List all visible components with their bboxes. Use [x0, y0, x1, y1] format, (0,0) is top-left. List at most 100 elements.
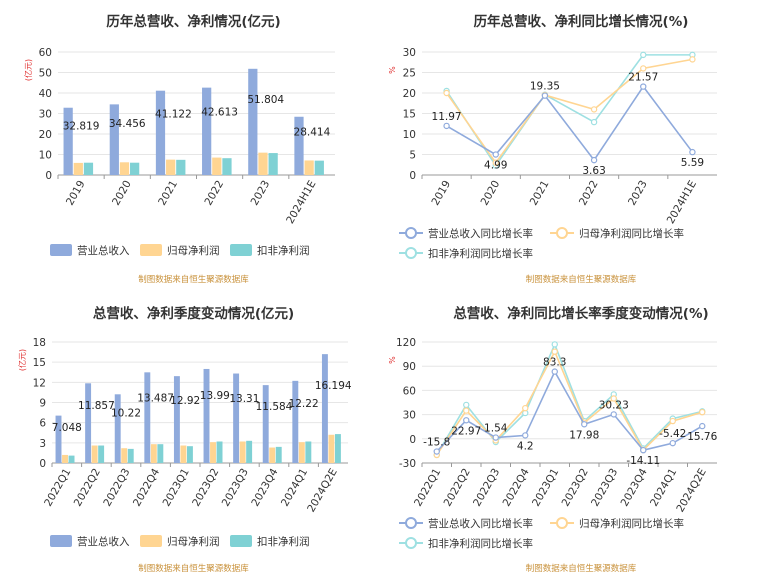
- x-tick-label: 2019: [64, 179, 88, 208]
- x-tick-label: 2024Q1: [279, 467, 310, 509]
- x-tick-label: 2019: [429, 179, 453, 208]
- bar: [298, 442, 305, 463]
- line-data-label: 30.23: [599, 399, 629, 411]
- line-data-label: 11.97: [432, 111, 462, 123]
- data-point: [492, 434, 499, 441]
- data-point: [443, 122, 450, 130]
- x-tick-label: 2022Q1: [412, 467, 443, 509]
- legend-label: 扣非净利润: [257, 536, 310, 548]
- legend-label: 营业总收入同比增长率: [428, 518, 533, 530]
- x-tick-label: 2022: [577, 179, 601, 208]
- data-point: [581, 421, 588, 428]
- legend-item-net-profit[interactable]: 归母净利润: [140, 534, 220, 549]
- y-tick-label: 20: [39, 129, 52, 141]
- legend-swatch-deducted-profit: [230, 535, 252, 547]
- data-point: [463, 417, 470, 424]
- data-point: [689, 148, 696, 156]
- bar: [157, 444, 164, 463]
- line-data-label: 4.99: [484, 160, 507, 172]
- y-unit-label: %: [388, 356, 397, 364]
- data-point: [669, 417, 676, 425]
- legend-item-deducted-profit[interactable]: 扣非净利润: [230, 534, 310, 549]
- bar-data-label: 12.22: [289, 398, 319, 410]
- source-note: 制图数据来自恒生聚源数据库: [138, 564, 249, 574]
- legend-item-revenue-growth[interactable]: 营业总收入同比增长率: [399, 516, 533, 531]
- bar: [294, 116, 304, 175]
- y-tick-label: 60: [39, 47, 52, 59]
- line-data-label: 83.3: [543, 357, 566, 369]
- bar: [268, 153, 278, 175]
- bar: [63, 107, 73, 175]
- data-point: [551, 341, 558, 348]
- bar: [239, 441, 246, 463]
- legend-item-net-profit-growth[interactable]: 归母净利润同比增长率: [550, 226, 684, 241]
- y-tick-label: 18: [33, 337, 46, 349]
- bar-data-label: 41.122: [155, 109, 192, 121]
- quarterly-growth-line-chart: %-3003060901202022Q12022Q22022Q32022Q420…: [388, 337, 718, 514]
- source-note: 制图数据来自恒生聚源数据库: [138, 275, 249, 285]
- bar: [180, 445, 187, 463]
- legend-label: 营业总收入: [77, 245, 130, 257]
- data-point: [551, 348, 558, 355]
- legend-swatch-net-profit: [140, 535, 162, 547]
- data-point: [699, 408, 706, 416]
- x-tick-label: 2022: [202, 179, 226, 208]
- legend-label: 营业总收入: [77, 536, 130, 548]
- line-data-label: 15.76: [687, 431, 717, 443]
- legend-label: 归母净利润: [167, 245, 220, 257]
- bar: [121, 448, 128, 463]
- x-tick-label: 2023Q1: [530, 467, 561, 509]
- series-line: [445, 54, 693, 167]
- bar: [305, 441, 312, 463]
- bar-data-label: 28.414: [294, 126, 331, 138]
- bar: [248, 68, 258, 175]
- line-data-label: 1.54: [484, 423, 508, 435]
- y-tick-label: 0: [409, 434, 416, 446]
- legend-item-revenue-growth[interactable]: 营业总收入同比增长率: [399, 226, 533, 241]
- legend-item-deducted-profit[interactable]: 扣非净利润: [230, 243, 310, 258]
- data-point: [640, 51, 647, 59]
- data-point: [689, 56, 696, 63]
- x-tick-label: 2023Q4: [249, 466, 280, 508]
- annual-growth-line-chart: % 0 5 10 15 20 25 30 2019 2020 2021 2022 2023 2024H1E…: [388, 47, 717, 226]
- x-tick-label: 2023: [249, 179, 273, 208]
- y-tick-label: 25: [403, 68, 416, 80]
- data-point: [640, 446, 647, 454]
- annual-growth-panel: 历年总营收、净利同比增长情况(%) % 0 5 10 15 20 25 30 2019 2020 2…: [387, 0, 775, 290]
- data-point: [590, 118, 598, 126]
- bar: [202, 87, 212, 175]
- x-tick-label: 2023Q3: [220, 467, 251, 509]
- legend-swatch-deducted-profit-growth: [399, 247, 423, 259]
- bar-data-label: 16.194: [315, 380, 352, 392]
- bar-data-label: 13.31: [229, 393, 259, 405]
- y-tick-label: 0: [39, 458, 46, 470]
- legend-item-deducted-profit-growth[interactable]: 扣非净利润同比增长率: [399, 536, 533, 551]
- legend-item-revenue[interactable]: 营业总收入: [50, 534, 130, 549]
- legend-swatch-deducted-profit: [230, 244, 252, 256]
- data-point: [433, 448, 440, 455]
- bar: [258, 152, 268, 175]
- line-data-label: 3.63: [582, 165, 605, 177]
- line-data-label: 19.35: [530, 81, 560, 93]
- data-point: [610, 395, 617, 402]
- data-point: [699, 422, 706, 430]
- line-data-label: -5.42: [659, 428, 686, 440]
- legend-item-deducted-profit-growth[interactable]: 扣非净利润同比增长率: [399, 246, 533, 261]
- bar: [114, 394, 121, 463]
- bar: [98, 445, 105, 463]
- bar: [150, 444, 157, 463]
- chart-title: 历年总营收、净利同比增长情况(%): [473, 14, 689, 30]
- bar: [109, 104, 119, 175]
- line-data-label: 4.2: [517, 440, 534, 452]
- legend-item-net-profit-growth[interactable]: 归母净利润同比增长率: [550, 516, 684, 531]
- data-point: [492, 151, 499, 158]
- legend-swatch-revenue-growth: [399, 517, 423, 529]
- y-tick-label: 30: [39, 109, 52, 121]
- legend-item-net-profit[interactable]: 归母净利润: [140, 243, 220, 258]
- legend-label: 归母净利润: [167, 536, 220, 548]
- bar: [203, 368, 210, 463]
- y-tick-label: 50: [39, 68, 52, 80]
- bar-data-label: 11.584: [256, 401, 293, 413]
- legend-item-revenue[interactable]: 营业总收入: [50, 243, 130, 258]
- data-point: [669, 439, 676, 447]
